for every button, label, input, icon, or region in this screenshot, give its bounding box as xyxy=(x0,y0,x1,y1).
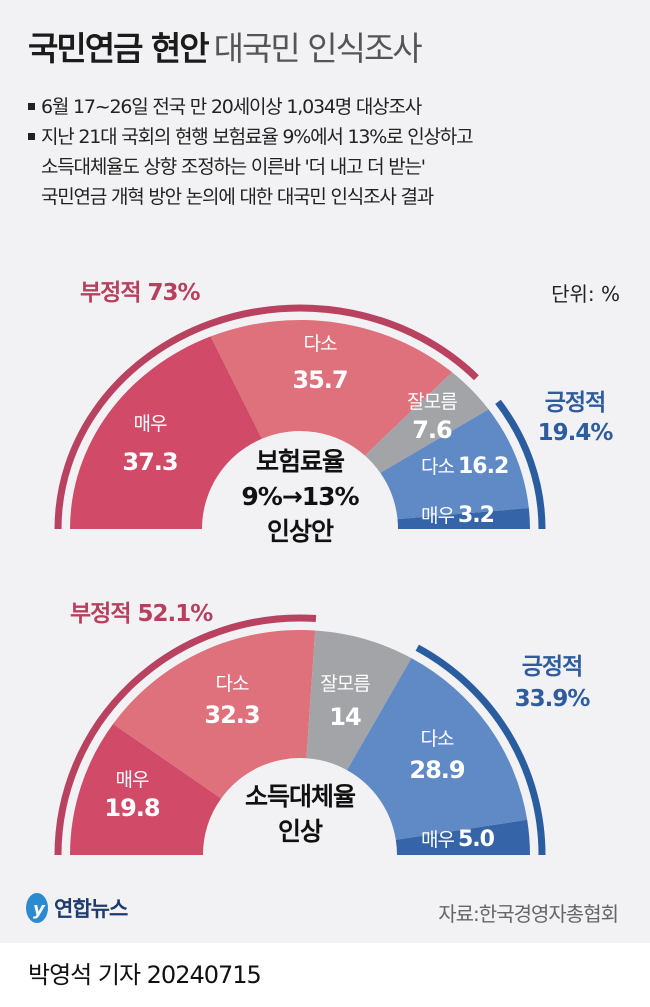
half-donut-chart-2 xyxy=(54,614,546,857)
baseline xyxy=(203,855,397,857)
slice-unknown-3 xyxy=(364,372,489,473)
slice-name: 잘모름 xyxy=(320,673,370,695)
bullets: 6월 17~26일 전국 만 20세이상 1,034명 대상조사 지난 21대 … xyxy=(28,92,474,212)
slice-name: 매우 xyxy=(421,505,454,527)
slice-positive-4 xyxy=(380,409,529,520)
slice-negative-2 xyxy=(113,630,316,799)
slice-name: 다소 xyxy=(216,673,249,695)
slice-value: 3.2 xyxy=(458,503,494,528)
bullet-2-line-2: 소득대체율도 상향 조정하는 이른바 '더 내고 더 받는' xyxy=(41,156,426,178)
slice-value: 19.8 xyxy=(104,794,160,822)
baseline xyxy=(202,529,398,531)
negative-ring xyxy=(54,614,317,856)
slice-positive-5 xyxy=(395,819,530,855)
center-label: 9%→13% xyxy=(241,482,359,511)
negative-total-label: 부정적 52.1% xyxy=(70,601,213,627)
yonhap-logo: y 연합뉴스 xyxy=(24,892,128,924)
slice-value: 7.6 xyxy=(412,416,452,444)
bullet-2: 지난 21대 국회의 현행 보험료율 9%에서 13%로 인상하고 xyxy=(28,122,474,152)
slice-value: 16.2 xyxy=(458,454,508,479)
unit-label: 단위: % xyxy=(551,282,620,306)
positive-total-value: 19.4% xyxy=(538,420,614,446)
slice-negative-1 xyxy=(70,723,222,855)
positive-total-title: 긍정적 xyxy=(522,654,582,680)
footer-bar xyxy=(0,943,650,1007)
slice-value: 14 xyxy=(329,703,361,731)
half-donut-chart-1 xyxy=(54,304,546,531)
slice-negative-2 xyxy=(210,319,453,456)
yonhap-logo-icon: y xyxy=(26,893,48,923)
bullet-2-line-3: 국민연금 개혁 방안 논의에 대한 대국민 인식조사 결과 xyxy=(41,186,434,208)
title-bold: 국민연금 현안 xyxy=(28,29,210,68)
slice-positive-4 xyxy=(346,658,528,840)
positive-ring xyxy=(415,644,546,856)
slice-name: 다소 xyxy=(304,333,337,355)
positive-total-value: 33.9% xyxy=(515,686,591,712)
slice-name: 매우 xyxy=(134,413,167,435)
center-label: 인상 xyxy=(278,817,323,846)
center-label: 소득대체율 xyxy=(245,782,356,811)
page-title: 국민연금 현안 대국민 인식조사 xyxy=(28,22,423,70)
slice-value: 37.3 xyxy=(122,448,177,476)
byline: 박영석 기자 20240715 xyxy=(28,961,262,989)
slice-negative-1 xyxy=(70,336,262,529)
logo-text: 연합뉴스 xyxy=(54,897,128,921)
slice-name: 매우 xyxy=(421,829,454,851)
slice-name: 잘모름 xyxy=(407,391,457,413)
center-label: 보험료율 xyxy=(256,447,345,476)
slice-value: 32.3 xyxy=(204,701,259,729)
slice-name: 매우 xyxy=(116,769,149,791)
slice-name: 다소 xyxy=(421,728,454,750)
positive-ring xyxy=(495,399,546,530)
slice-value: 5.0 xyxy=(458,827,495,852)
slice-positive-5 xyxy=(397,508,530,529)
slice-name: 다소 xyxy=(421,456,454,478)
positive-total-title: 긍정적 xyxy=(545,390,605,416)
negative-ring xyxy=(54,304,479,530)
svg-text:y: y xyxy=(33,899,46,920)
title-light: 대국민 인식조사 xyxy=(213,29,423,68)
bullet-1: 6월 17~26일 전국 만 20세이상 1,034명 대상조사 xyxy=(28,92,472,122)
slice-unknown-3 xyxy=(306,630,412,771)
source: 자료:한국경영자총협회 xyxy=(438,902,619,926)
slice-value: 35.7 xyxy=(292,366,347,394)
center-label: 인상안 xyxy=(267,517,334,546)
negative-total-label: 부정적 73% xyxy=(80,280,200,306)
slice-value: 28.9 xyxy=(409,756,465,784)
